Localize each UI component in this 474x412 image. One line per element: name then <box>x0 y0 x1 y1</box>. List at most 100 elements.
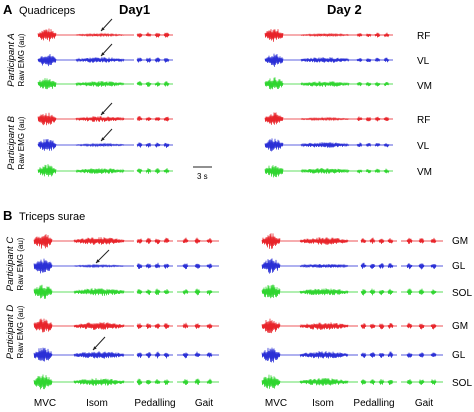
pedalling-burst <box>163 142 170 148</box>
pedalling-burst <box>145 57 152 63</box>
task-label-isom: Isom <box>312 398 334 409</box>
pedalling-burst <box>360 379 367 385</box>
mvc-burst <box>264 165 284 178</box>
pedalling-burst <box>383 116 390 122</box>
gait-burst <box>406 288 413 295</box>
pedalling-burst <box>387 288 394 295</box>
mvc-burst <box>33 284 53 299</box>
pedalling-burst <box>145 116 152 121</box>
raw-emg-label-d: Raw EMG (au) <box>16 305 25 358</box>
panel-a-title: Quadriceps <box>19 5 76 17</box>
muscle-label-vm: VM <box>417 81 432 92</box>
gait-burst <box>206 237 213 244</box>
raw-emg-label-c: Raw EMG (au) <box>16 237 25 290</box>
isom-trace <box>73 351 125 359</box>
pedalling-burst <box>374 168 381 174</box>
raw-emg-label-a: Raw EMG (au) <box>17 33 26 86</box>
muscle-label-gm: GM <box>452 321 468 332</box>
isom-trace <box>300 142 350 148</box>
isom-trace <box>299 378 349 386</box>
gait-burst <box>406 379 413 385</box>
participant-a-label: Participant A <box>6 33 17 87</box>
isom-trace <box>75 116 125 122</box>
mvc-burst <box>37 138 57 151</box>
panel-b-letter: B <box>3 208 12 223</box>
emg-traces <box>33 28 443 390</box>
pedalling-burst <box>374 32 381 38</box>
muscle-label-vm: VM <box>417 167 432 178</box>
gait-burst <box>406 352 413 358</box>
pedalling-burst <box>145 81 152 87</box>
pedalling-burst <box>154 351 161 359</box>
arrow-head <box>101 137 105 141</box>
panel-a-letter: A <box>3 2 13 17</box>
mvc-burst <box>261 258 281 274</box>
pedalling-burst <box>163 379 170 386</box>
gait-burst <box>430 352 437 357</box>
participant-d-label: Participant D <box>5 305 16 360</box>
panel-b-title: Triceps surae <box>19 211 85 223</box>
muscle-label-rf: RF <box>417 115 430 126</box>
mvc-burst <box>264 112 284 125</box>
task-label-mvc: MVC <box>265 398 287 409</box>
pedalling-burst <box>383 168 390 174</box>
pedalling-burst <box>360 262 367 269</box>
pedalling-burst <box>163 168 170 174</box>
pedalling-burst <box>163 237 170 243</box>
pedalling-burst <box>383 81 390 87</box>
pedalling-burst <box>154 81 161 87</box>
day2-header: Day 2 <box>327 2 362 17</box>
pedalling-burst <box>383 32 390 38</box>
muscle-label-sol: SOL <box>452 288 472 299</box>
pedalling-burst <box>356 81 363 87</box>
gait-burst <box>430 289 437 295</box>
gait-burst <box>206 378 213 385</box>
pedalling-burst <box>163 288 170 295</box>
pedalling-burst <box>383 57 390 63</box>
pedalling-burst <box>360 352 367 358</box>
muscle-label-vl: VL <box>417 56 430 67</box>
pedalling-burst <box>154 262 161 269</box>
gait-burst <box>418 323 425 330</box>
mvc-burst <box>37 78 57 90</box>
muscle-label-gl: GL <box>452 261 466 272</box>
mvc-burst <box>33 234 53 249</box>
mvc-burst <box>37 53 57 67</box>
gait-burst <box>194 263 201 269</box>
arrow-head <box>101 111 105 115</box>
pedalling-burst <box>145 379 152 385</box>
pedalling-burst <box>374 81 381 87</box>
pedalling-burst <box>360 323 367 329</box>
pedalling-burst <box>374 57 381 62</box>
pedalling-burst <box>136 323 143 329</box>
task-label-pedalling: Pedalling <box>353 398 394 409</box>
arrows <box>92 18 113 351</box>
pedalling-burst <box>369 263 376 269</box>
pedalling-burst <box>163 81 170 87</box>
mvc-burst <box>33 318 53 333</box>
pedalling-burst <box>145 168 152 174</box>
mvc-burst <box>264 77 284 90</box>
isom-trace <box>299 322 349 330</box>
mvc-burst <box>261 374 281 389</box>
pedalling-burst <box>378 323 385 330</box>
pedalling-burst <box>145 32 152 37</box>
isom-trace <box>75 168 125 174</box>
pedalling-burst <box>356 58 363 62</box>
pedalling-burst <box>145 142 152 148</box>
mvc-burst <box>261 233 281 249</box>
pedalling-burst <box>136 33 143 38</box>
pedalling-burst <box>154 378 161 385</box>
gait-burst <box>194 237 201 244</box>
gait-burst <box>406 263 413 270</box>
pedalling-burst <box>145 323 152 329</box>
mvc-burst <box>264 53 284 67</box>
pedalling-burst <box>378 262 385 269</box>
gait-burst <box>418 238 425 244</box>
gait-burst <box>206 263 213 269</box>
pedalling-burst <box>369 323 376 329</box>
isom-trace <box>73 263 125 269</box>
pedalling-burst <box>154 117 161 121</box>
pedalling-burst <box>356 169 363 174</box>
task-label-pedalling: Pedalling <box>134 398 175 409</box>
